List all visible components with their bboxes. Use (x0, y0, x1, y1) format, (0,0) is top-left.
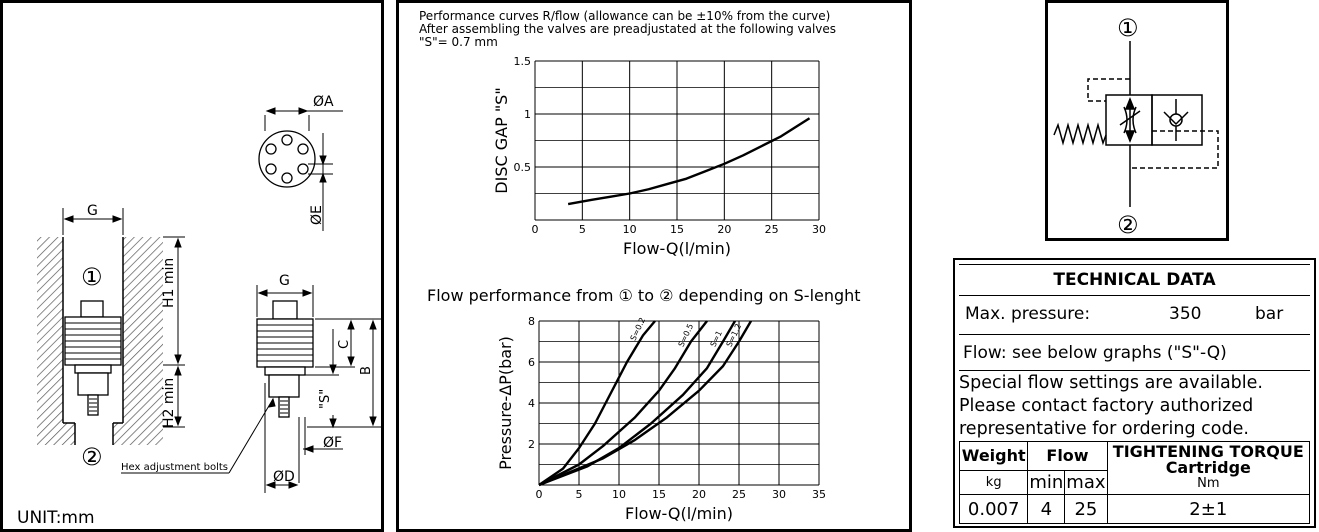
x-tick-label: 5 (576, 488, 583, 501)
note-line-3: "S"= 0.7 mm (419, 35, 498, 49)
flow-max-header: max (1064, 469, 1108, 496)
housing-bore (62, 237, 124, 445)
flow-text: Flow: see below graphs ("S"-Q) (963, 343, 1227, 363)
pilot-lines (1087, 78, 1219, 169)
y-tick-label: 1.5 (514, 55, 532, 68)
label-phi-f: ØF (323, 435, 342, 451)
note-line-1: Performance curves R/flow (allowance can… (419, 9, 830, 23)
x-tick-label: 25 (732, 488, 746, 501)
torque-sub: Cartridge (1165, 458, 1251, 478)
x-axis-label: Flow-Q(l/min) (623, 239, 731, 258)
y-axis-label: DISC GAP "S" (492, 87, 511, 193)
housing-hatch-right (123, 237, 163, 445)
flow-row: Flow: see below graphs ("S"-Q) (959, 336, 1310, 371)
performance-curves-panel: Performance curves R/flow (allowance can… (396, 0, 912, 532)
special-line-1: Special flow settings are available. (959, 373, 1263, 393)
y-tick-label: 6 (528, 356, 535, 369)
hydraulic-symbol: ① ② (1053, 14, 1219, 238)
x-tick-label: 0 (532, 223, 539, 236)
special-line-2: Please contact factory authorized (959, 396, 1254, 416)
label-g-right: G (279, 273, 290, 289)
torque-title: TIGHTENING TORQUE (1112, 442, 1304, 462)
label-b: B (359, 366, 374, 375)
label-h2: H2 min (161, 378, 177, 428)
special-note: Special flow settings are available. Ple… (959, 372, 1310, 441)
symbol-port-1: ① (1117, 14, 1139, 42)
x-tick-label: 20 (692, 488, 706, 501)
housing-hatch-left (37, 237, 63, 445)
label-phi-e: ØE (309, 205, 325, 225)
y-tick-label: 0.5 (514, 161, 532, 174)
series-line (538, 320, 708, 487)
x-tick-label: 0 (536, 488, 543, 501)
pressure-drop-chart: 0 5 10 15 20 25 30 35 2 4 6 8 Flow-Q(l/min) Pressure-… (496, 315, 826, 523)
torque-unit: Nm (1197, 476, 1220, 492)
unit-label: UNIT:mm (17, 508, 95, 528)
cartridge-installed (64, 300, 122, 416)
tech-title: TECHNICAL DATA (1053, 270, 1216, 290)
port-1-label: ① (81, 263, 103, 291)
flow-max-value: 25 (1064, 494, 1108, 524)
flow-min-header: min (1027, 469, 1066, 496)
symbol-port-2: ② (1117, 211, 1139, 238)
pressure-value: 350 (1169, 304, 1202, 324)
x-tick-label: 5 (579, 223, 586, 236)
torque-value: 2±1 (1106, 494, 1311, 524)
x-tick-label: 20 (717, 223, 731, 236)
hydraulic-symbol-panel: ① ② (1045, 0, 1229, 241)
label-s: "S" (318, 389, 333, 409)
x-tick-label: 15 (652, 488, 666, 501)
x-tick-label: 25 (765, 223, 779, 236)
y-tick-label: 8 (528, 315, 535, 328)
tech-table: Weight Flow TIGHTENING TORQUE Cartridge … (958, 440, 1311, 524)
x-tick-label: 30 (812, 223, 826, 236)
x-tick-label: 10 (612, 488, 626, 501)
torque-header: TIGHTENING TORQUE Cartridge Nm (1106, 440, 1311, 496)
label-phi-a: ØA (313, 94, 334, 110)
chart2-title: Flow performance from ① to ② depending o… (427, 286, 861, 305)
series-label: S=0.5 (677, 322, 696, 348)
series-line (538, 320, 656, 486)
port-2-label: ② (81, 443, 103, 471)
label-g-left: G (87, 203, 98, 219)
y-tick-label: 4 (528, 397, 535, 410)
y-axis-label: Pressure-ΔP(bar) (496, 336, 515, 470)
series-line (538, 320, 753, 487)
valve-symbol (1053, 41, 1203, 207)
dimension-drawing-panel: G ① ② H1 min H2 min (0, 0, 384, 532)
performance-curves: Performance curves R/flow (allowance can… (419, 9, 861, 523)
note-line-2: After assembling the valves are preadjus… (419, 22, 836, 36)
x-tick-label: 10 (623, 223, 637, 236)
label-h1: H1 min (161, 258, 177, 308)
hex-adjustment-note: Hex adjustment bolts (121, 462, 228, 473)
weight-unit: kg (958, 469, 1029, 496)
end-view-disc (258, 130, 316, 188)
dimension-drawing: G ① ② H1 min H2 min (17, 94, 381, 528)
y-tick-label: 2 (528, 438, 535, 451)
weight-header: Weight (958, 441, 1029, 471)
special-line-3: representative for ordering code. (959, 419, 1249, 439)
series-label: S=0.2 (629, 316, 648, 342)
x-tick-label: 15 (670, 223, 684, 236)
label-phi-d: ØD (273, 469, 295, 485)
x-tick-label: 30 (772, 488, 786, 501)
x-axis-label: Flow-Q(l/min) (625, 504, 733, 523)
flow-header: Flow (1027, 441, 1108, 471)
pressure-row: Max. pressure: 350 bar (959, 296, 1310, 335)
disc-gap-chart: 0 5 10 15 20 25 30 0.5 1 1.5 Flow-Q(l/min) DISC GAP… (492, 55, 826, 258)
series-line (567, 117, 811, 206)
flow-min-value: 4 (1027, 494, 1066, 524)
x-tick-label: 35 (812, 488, 826, 501)
label-c: C (337, 340, 352, 349)
y-tick-label: 1 (524, 108, 531, 121)
pressure-label: Max. pressure: (965, 304, 1091, 324)
technical-data-panel: TECHNICAL DATA Max. pressure: 350 bar Fl… (953, 258, 1316, 528)
weight-value: 0.007 (958, 494, 1029, 524)
pressure-unit: bar (1255, 304, 1284, 324)
tech-title-row: TECHNICAL DATA (959, 264, 1310, 296)
